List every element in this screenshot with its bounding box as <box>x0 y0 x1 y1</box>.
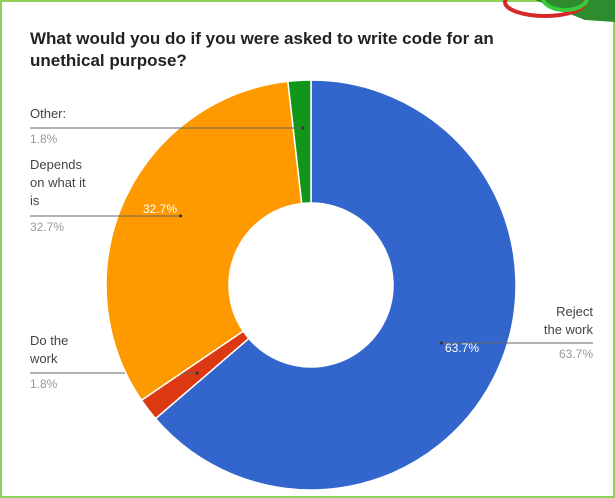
slice-percent-0: 63.7% <box>559 347 593 361</box>
slice-3 <box>287 79 312 205</box>
leader-dot-3 <box>301 126 305 130</box>
slice-label-3-line-0: Other: <box>30 106 66 121</box>
leader-dot-2 <box>179 214 183 218</box>
slice-0 <box>154 79 517 491</box>
slice-percent-3: 1.8% <box>30 132 58 146</box>
slice-label-2-line-1: on what it <box>30 175 86 190</box>
slice-label-0-line-1: the work <box>544 322 594 337</box>
corner-decoration <box>503 0 615 22</box>
leader-dot-0 <box>439 341 443 345</box>
chart-title: What would you do if you were asked to w… <box>30 29 494 70</box>
slice-label-1-line-1: work <box>29 351 58 366</box>
slice-label-0-line-0: Reject <box>556 304 593 319</box>
slice-percent-1: 1.8% <box>30 377 58 391</box>
slice-label-1-line-0: Do the <box>30 333 68 348</box>
slice-inner-label-2: 32.7% <box>143 202 177 216</box>
slice-percent-2: 32.7% <box>30 220 64 234</box>
slice-label-2-line-0: Depends <box>30 157 83 172</box>
leader-dot-1 <box>195 371 199 375</box>
slice-inner-label-0: 63.7% <box>445 341 479 355</box>
slice-2 <box>105 80 303 402</box>
slice-label-2-line-2: is <box>30 193 40 208</box>
